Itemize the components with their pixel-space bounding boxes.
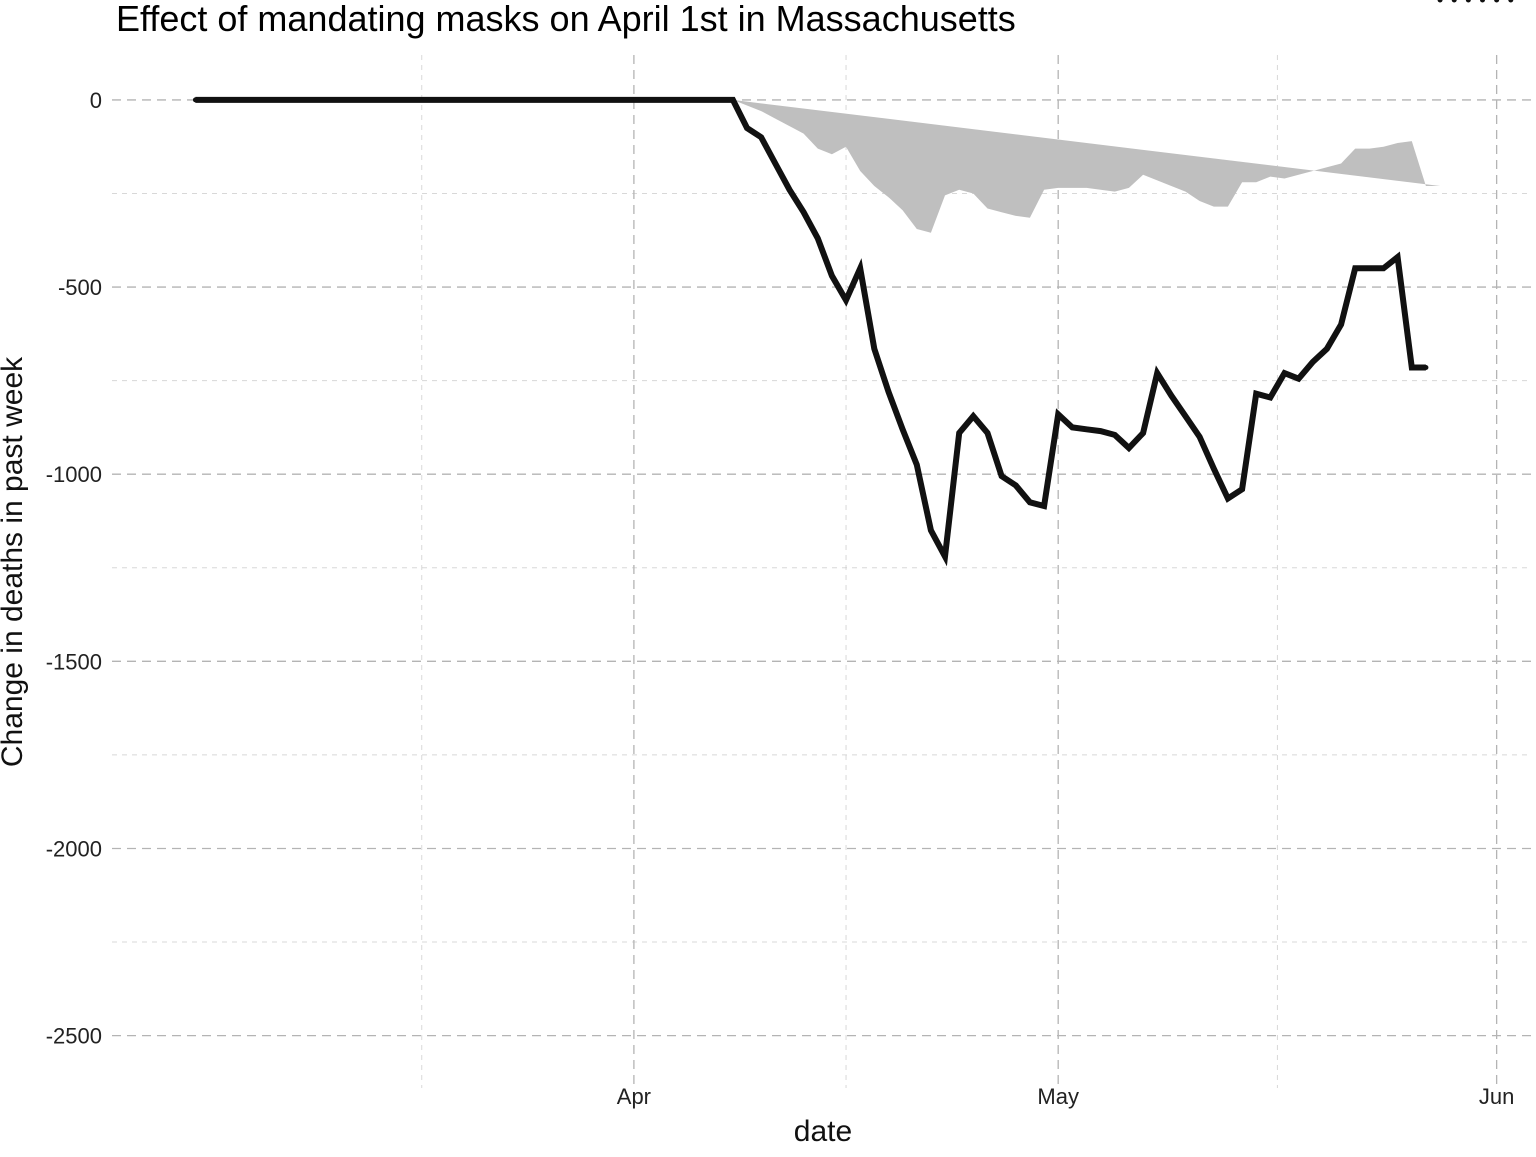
x-tick-label: May [1037, 1084, 1079, 1109]
data-point [801, 209, 807, 215]
chart-title: Effect of mandating masks on April 1st i… [116, 0, 1016, 39]
data-point [1324, 346, 1330, 352]
data-point [1409, 365, 1415, 371]
grid-layer [112, 55, 1532, 1088]
data-point [1197, 434, 1203, 440]
data-point [871, 346, 877, 352]
data-point [1083, 426, 1089, 432]
data-point [815, 235, 821, 241]
data-point [1168, 393, 1174, 399]
data-point [744, 125, 750, 131]
y-tick-label: -1000 [46, 462, 102, 487]
data-point [1112, 432, 1118, 438]
data-point [1041, 503, 1047, 509]
data-point [1423, 365, 1429, 371]
data-point [1437, 0, 1443, 3]
data-point [786, 187, 792, 193]
data-point [1140, 430, 1146, 436]
data-point [914, 462, 920, 468]
x-tick-label: Jun [1479, 1084, 1514, 1109]
x-axis-title: date [794, 1115, 852, 1148]
data-point [970, 413, 976, 419]
data-point [730, 97, 736, 103]
y-tick-label: 0 [90, 88, 102, 113]
data-point [1508, 0, 1514, 3]
data-point [1253, 391, 1259, 397]
data-point [1281, 370, 1287, 376]
data-point [928, 527, 934, 533]
y-tick-label: -1500 [46, 649, 102, 674]
data-point [1225, 496, 1231, 502]
data-point [1055, 411, 1061, 417]
y-tick-label: -2000 [46, 836, 102, 861]
confidence-band [732, 99, 1441, 233]
data-point [857, 265, 863, 271]
data-point [999, 473, 1005, 479]
data-point [1126, 445, 1132, 451]
y-axis-title: Change in deaths in past week [0, 356, 29, 767]
data-point [1352, 265, 1358, 271]
x-tick-label: Apr [617, 1084, 651, 1109]
data-point [1296, 376, 1302, 382]
y-tick-labels: 0 -500 -1000 -1500 -2000 -2500 [46, 88, 102, 1049]
data-point [1310, 359, 1316, 365]
data-point [900, 426, 906, 432]
data-point [772, 161, 778, 167]
data-point [1013, 482, 1019, 488]
data-point [1465, 0, 1471, 3]
band-layer [732, 99, 1441, 233]
data-point [942, 554, 948, 560]
data-point [1395, 254, 1401, 260]
data-point [1027, 499, 1033, 505]
data-point [758, 134, 764, 140]
line-layer [192, 0, 1514, 567]
data-point [1380, 265, 1386, 271]
data-point [829, 273, 835, 279]
data-point [1098, 428, 1104, 434]
data-point [1267, 394, 1273, 400]
data-point [1451, 0, 1457, 3]
data-point [192, 97, 198, 103]
data-point [1182, 413, 1188, 419]
data-point [1239, 486, 1245, 492]
x-tick-labels: Apr May Jun [617, 1084, 1515, 1109]
data-point [1338, 321, 1344, 327]
data-point [885, 389, 891, 395]
data-point [1366, 265, 1372, 271]
data-point [956, 430, 962, 436]
data-point [1479, 0, 1485, 3]
data-point [843, 297, 849, 303]
y-tick-label: -500 [58, 275, 102, 300]
data-point [1494, 0, 1500, 3]
y-tick-label: -2500 [46, 1024, 102, 1049]
data-point [1154, 370, 1160, 376]
data-point [1069, 424, 1075, 430]
data-point [1211, 466, 1217, 472]
data-point [984, 430, 990, 436]
